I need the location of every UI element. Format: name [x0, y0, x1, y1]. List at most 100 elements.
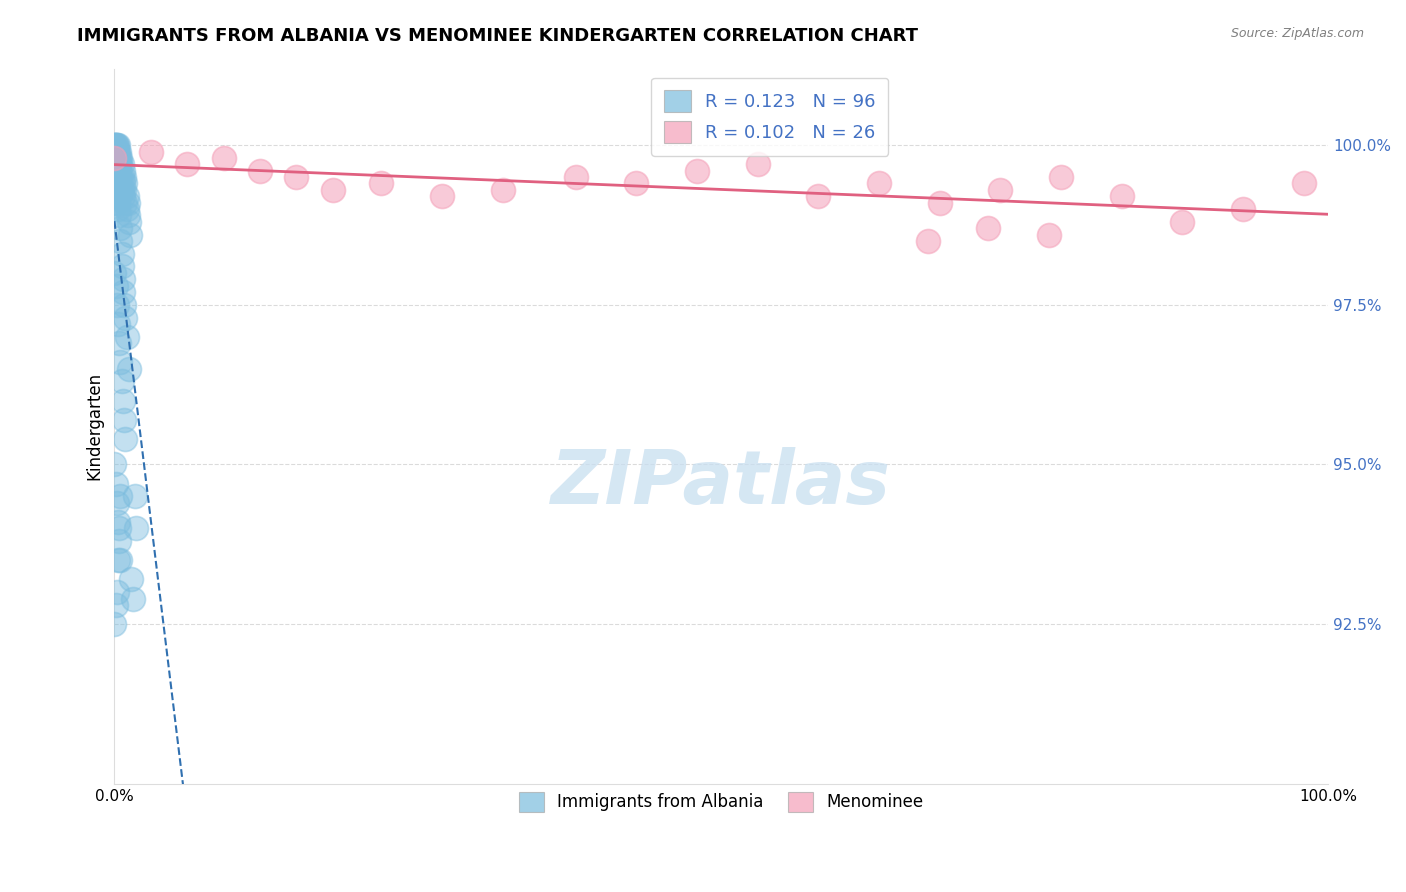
- Point: [105, 496, 128, 510]
- Point: [103, 145, 125, 159]
- Point: [110, 221, 132, 235]
- Point: [115, 202, 138, 216]
- Point: [104, 145, 127, 159]
- Point: [110, 151, 132, 165]
- Point: [111, 189, 134, 203]
- Point: [104, 170, 127, 185]
- Point: [110, 489, 132, 503]
- Point: [626, 177, 648, 191]
- Point: [105, 145, 128, 159]
- Point: [1050, 170, 1073, 185]
- Point: [105, 585, 128, 599]
- Point: [108, 157, 131, 171]
- Point: [104, 151, 127, 165]
- Point: [107, 163, 129, 178]
- Point: [111, 246, 134, 260]
- Point: [108, 145, 131, 159]
- Point: [111, 183, 134, 197]
- Point: [322, 183, 344, 197]
- Point: [917, 234, 939, 248]
- Y-axis label: Kindergarten: Kindergarten: [86, 372, 103, 480]
- Point: [114, 432, 136, 446]
- Point: [118, 215, 141, 229]
- Point: [111, 157, 134, 171]
- Point: [104, 598, 127, 612]
- Point: [107, 151, 129, 165]
- Point: [105, 177, 128, 191]
- Point: [103, 138, 125, 153]
- Text: IMMIGRANTS FROM ALBANIA VS MENOMINEE KINDERGARTEN CORRELATION CHART: IMMIGRANTS FROM ALBANIA VS MENOMINEE KIN…: [77, 27, 918, 45]
- Point: [124, 489, 146, 503]
- Point: [139, 145, 162, 159]
- Point: [103, 163, 125, 178]
- Point: [430, 189, 453, 203]
- Point: [103, 458, 125, 472]
- Point: [115, 189, 138, 203]
- Point: [114, 177, 136, 191]
- Point: [492, 183, 515, 197]
- Point: [103, 157, 125, 171]
- Point: [110, 553, 132, 567]
- Point: [107, 183, 129, 197]
- Point: [107, 177, 129, 191]
- Point: [125, 521, 148, 535]
- Point: [103, 617, 125, 632]
- Point: [103, 266, 125, 280]
- Point: [107, 145, 129, 159]
- Point: [1292, 177, 1315, 191]
- Point: [121, 591, 143, 606]
- Point: [114, 195, 136, 210]
- Point: [104, 138, 127, 153]
- Point: [212, 151, 235, 165]
- Point: [103, 151, 125, 165]
- Point: [110, 183, 132, 197]
- Point: [176, 157, 198, 171]
- Point: [105, 298, 128, 312]
- Point: [110, 157, 132, 171]
- Point: [686, 163, 709, 178]
- Point: [285, 170, 308, 185]
- Point: [107, 138, 129, 153]
- Point: [111, 177, 134, 191]
- Point: [111, 393, 134, 408]
- Point: [108, 521, 131, 535]
- Point: [928, 195, 950, 210]
- Point: [107, 553, 129, 567]
- Point: [105, 151, 128, 165]
- Point: [807, 189, 830, 203]
- Point: [108, 336, 131, 351]
- Point: [105, 170, 128, 185]
- Point: [868, 177, 890, 191]
- Point: [108, 534, 131, 549]
- Legend: Immigrants from Albania, Menominee: Immigrants from Albania, Menominee: [505, 779, 938, 825]
- Point: [103, 151, 125, 165]
- Point: [117, 208, 139, 222]
- Point: [110, 355, 132, 369]
- Point: [112, 183, 135, 197]
- Point: [1171, 215, 1194, 229]
- Point: [112, 170, 135, 185]
- Point: [110, 170, 132, 185]
- Point: [103, 138, 125, 153]
- Point: [105, 157, 128, 171]
- Point: [104, 138, 127, 153]
- Point: [115, 329, 138, 343]
- Point: [111, 375, 134, 389]
- Point: [120, 227, 142, 242]
- Text: Source: ZipAtlas.com: Source: ZipAtlas.com: [1230, 27, 1364, 40]
- Point: [103, 195, 125, 210]
- Point: [249, 163, 271, 178]
- Text: ZIPatlas: ZIPatlas: [551, 447, 891, 520]
- Point: [108, 189, 131, 203]
- Point: [108, 151, 131, 165]
- Point: [990, 183, 1012, 197]
- Point: [370, 177, 392, 191]
- Point: [103, 183, 125, 197]
- Point: [104, 476, 127, 491]
- Point: [117, 195, 139, 210]
- Point: [747, 157, 769, 171]
- Point: [107, 202, 129, 216]
- Point: [1111, 189, 1133, 203]
- Point: [104, 189, 127, 203]
- Point: [112, 413, 135, 427]
